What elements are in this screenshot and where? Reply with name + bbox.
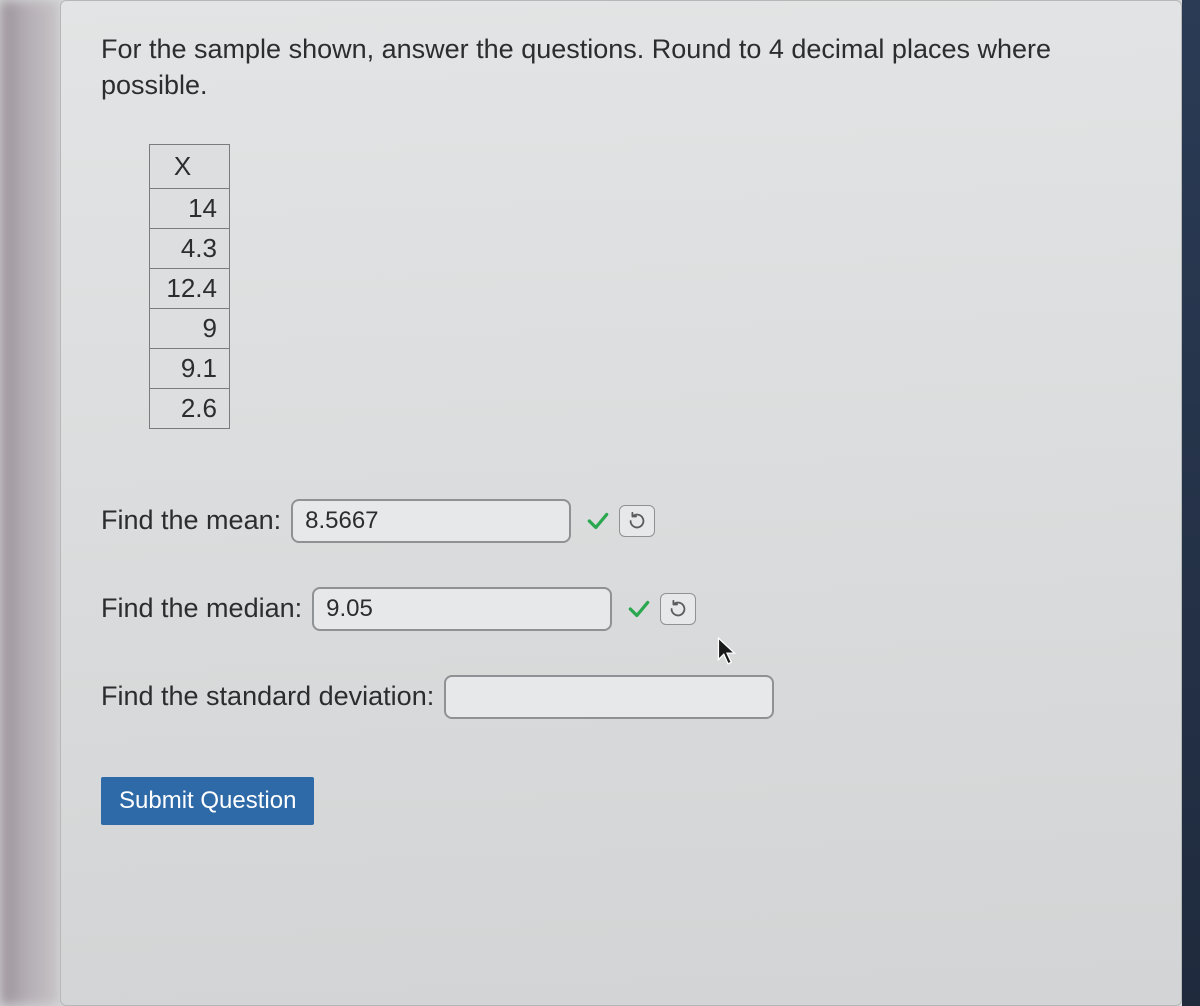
instructions-text: For the sample shown, answer the questio… xyxy=(101,31,1141,104)
median-label: Find the median: xyxy=(101,593,302,624)
table-row: 12.4 xyxy=(150,268,230,308)
stddev-label: Find the standard deviation: xyxy=(101,681,434,712)
mean-input[interactable] xyxy=(291,499,571,543)
table-row: 14 xyxy=(150,188,230,228)
table-cell: 9.1 xyxy=(150,348,230,388)
data-table: X 14 4.3 12.4 9 9.1 2.6 xyxy=(149,144,230,429)
table-cell: 9 xyxy=(150,308,230,348)
table-cell: 12.4 xyxy=(150,268,230,308)
table-cell: 4.3 xyxy=(150,228,230,268)
retry-button[interactable] xyxy=(660,593,696,625)
check-icon xyxy=(626,596,652,622)
retry-button[interactable] xyxy=(619,505,655,537)
table-row: 9.1 xyxy=(150,348,230,388)
check-icon xyxy=(585,508,611,534)
submit-button[interactable]: Submit Question xyxy=(101,777,314,825)
table-header: X xyxy=(150,144,230,188)
table-cell: 2.6 xyxy=(150,388,230,428)
question-stddev-row: Find the standard deviation: xyxy=(101,675,1141,719)
mean-status xyxy=(585,505,655,537)
question-median-row: Find the median: xyxy=(101,587,1141,631)
median-status xyxy=(626,593,696,625)
table-row: 2.6 xyxy=(150,388,230,428)
question-panel: For the sample shown, answer the questio… xyxy=(60,0,1182,1006)
mean-label: Find the mean: xyxy=(101,505,281,536)
table-cell: 14 xyxy=(150,188,230,228)
median-input[interactable] xyxy=(312,587,612,631)
table-row: 9 xyxy=(150,308,230,348)
table-row: 4.3 xyxy=(150,228,230,268)
background-blur-left xyxy=(0,0,60,1006)
right-edge-strip xyxy=(1182,0,1200,1006)
question-mean-row: Find the mean: xyxy=(101,499,1141,543)
stddev-input[interactable] xyxy=(444,675,774,719)
